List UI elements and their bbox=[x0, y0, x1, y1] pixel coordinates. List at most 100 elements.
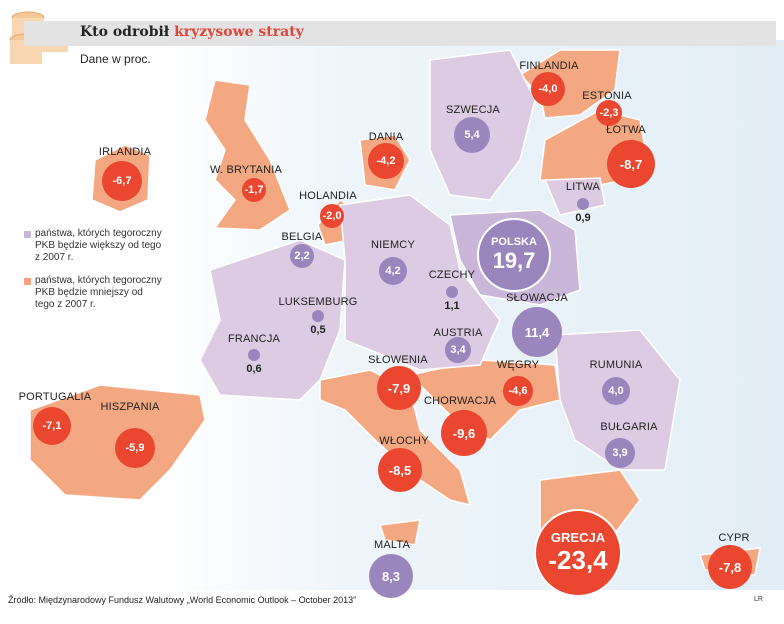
country-value: 0,9 bbox=[575, 212, 591, 224]
country-value: -9,6 bbox=[452, 425, 476, 441]
marker-portugalia: -7,1 bbox=[33, 407, 71, 445]
country-value: 0,6 bbox=[246, 363, 262, 375]
country-value: -7,8 bbox=[718, 559, 742, 575]
country-label: CHORWACJA bbox=[423, 395, 497, 407]
country-value: -8,5 bbox=[388, 462, 412, 478]
marker-finlandia: -4,0 bbox=[531, 72, 565, 106]
marker-malta: 8,3 bbox=[369, 554, 413, 598]
country-value: -4,0 bbox=[538, 83, 558, 95]
country-value: -2,0 bbox=[322, 210, 342, 222]
legend-text-loss: państwa, których tegoroczny PKB będzie m… bbox=[35, 275, 162, 310]
marker-niemcy: 4,2 bbox=[379, 257, 407, 285]
country-label: SŁOWACJA bbox=[506, 292, 568, 304]
country-label: HISZPANIA bbox=[100, 401, 160, 413]
country-label: AUSTRIA bbox=[433, 327, 483, 339]
land-uk bbox=[204, 79, 291, 231]
country-label: SŁOWENIA bbox=[368, 354, 428, 366]
country-label: IRLANDIA bbox=[98, 146, 152, 158]
country-value: 8,3 bbox=[381, 568, 401, 584]
country-label: BELGIA bbox=[281, 231, 323, 243]
header-bar bbox=[24, 21, 776, 46]
country-label: MALTA bbox=[373, 539, 411, 551]
marker-szwecja: 5,4 bbox=[454, 117, 490, 153]
marker-austria: 3,4 bbox=[445, 337, 471, 363]
marker-bułgaria: 3,9 bbox=[605, 438, 635, 468]
marker-holandia: -2,0 bbox=[320, 204, 344, 228]
title-plain: Kto odrobił bbox=[80, 24, 170, 40]
marker-chorwacja: -9,6 bbox=[441, 410, 487, 456]
country-value: -4,6 bbox=[508, 385, 528, 397]
marker-luksemburg bbox=[312, 310, 324, 322]
source-note: Źródło: Międzynarodowy Fundusz Walutowy … bbox=[8, 595, 357, 605]
country-value: 4,2 bbox=[385, 265, 401, 277]
country-label: FRANCJA bbox=[227, 333, 281, 345]
author-initials: LR bbox=[754, 596, 763, 603]
marker-cypr: -7,8 bbox=[708, 545, 752, 589]
country-value: -7,1 bbox=[42, 420, 62, 432]
country-value: 3,4 bbox=[450, 344, 466, 356]
marker-słowenia: -7,9 bbox=[377, 366, 421, 410]
country-label: NIEMCY bbox=[371, 239, 415, 251]
country-label: W. BRYTANIA bbox=[209, 164, 283, 176]
marker-grecja: GRECJA -23,4 bbox=[534, 509, 622, 597]
country-name: GRECJA bbox=[550, 530, 606, 545]
country-value: 3,9 bbox=[612, 447, 628, 459]
marker-w-brytania: -1,7 bbox=[242, 178, 266, 202]
country-label: PORTUGALIA bbox=[18, 391, 92, 403]
country-value: 0,5 bbox=[310, 324, 326, 336]
country-label: ŁOTWA bbox=[606, 124, 646, 136]
country-value: -5,9 bbox=[125, 442, 145, 454]
country-value: -8,7 bbox=[619, 156, 643, 172]
marker-włochy: -8,5 bbox=[378, 448, 422, 492]
legend-loss: państwa, których tegoroczny PKB będzie m… bbox=[24, 275, 164, 311]
country-label: FINLANDIA bbox=[519, 60, 579, 72]
legend-swatch-loss bbox=[24, 278, 31, 285]
marker-łotwa: -8,7 bbox=[607, 140, 655, 188]
country-label: BUŁGARIA bbox=[600, 421, 658, 433]
marker-rumunia: 4,0 bbox=[602, 377, 630, 405]
country-value: 4,0 bbox=[608, 385, 624, 397]
country-value: 11,4 bbox=[524, 324, 550, 340]
subtitle: Dane w proc. bbox=[80, 52, 151, 66]
legend-text-gain: państwa, których tegoroczny PKB będzie w… bbox=[35, 228, 162, 263]
marker-słowacja: 11,4 bbox=[512, 307, 562, 357]
country-value: -1,7 bbox=[244, 184, 264, 196]
country-value: 5,4 bbox=[464, 129, 480, 141]
marker-dania: -4,2 bbox=[368, 143, 404, 179]
marker-hiszpania: -5,9 bbox=[115, 428, 155, 468]
country-label: CZECHY bbox=[428, 269, 476, 281]
country-label: ESTONIA bbox=[582, 90, 632, 102]
marker-litwa bbox=[577, 198, 589, 210]
marker-belgia: 2,2 bbox=[290, 244, 314, 268]
country-label: LUKSEMBURG bbox=[278, 296, 358, 308]
country-name: POLSKA bbox=[491, 236, 537, 248]
country-value: -23,4 bbox=[548, 545, 608, 575]
country-label: CYPR bbox=[718, 532, 750, 544]
country-label: WĘGRY bbox=[496, 359, 540, 371]
page-title: Kto odrobił kryzysowe straty bbox=[80, 24, 304, 40]
title-highlight: kryzysowe straty bbox=[174, 24, 304, 40]
marker-czechy bbox=[446, 286, 458, 298]
country-label: WŁOCHY bbox=[379, 435, 429, 447]
marker-węgry: -4,6 bbox=[503, 376, 533, 406]
legend-swatch-gain bbox=[24, 231, 31, 238]
marker-polska: POLSKA 19,7 bbox=[477, 218, 551, 292]
marker-estonia: -2,3 bbox=[596, 100, 622, 126]
country-value: -7,9 bbox=[387, 380, 411, 396]
legend-gain: państwa, których tegoroczny PKB będzie w… bbox=[24, 228, 164, 264]
country-label: DANIA bbox=[368, 131, 404, 143]
country-label: SZWECJA bbox=[446, 104, 500, 116]
country-label: RUMUNIA bbox=[589, 359, 643, 371]
land-lithuania bbox=[543, 177, 606, 216]
land-central bbox=[339, 194, 501, 371]
country-value: -4,2 bbox=[376, 155, 396, 167]
country-value: -6,7 bbox=[112, 175, 132, 187]
land-france bbox=[199, 239, 346, 401]
country-label: HOLANDIA bbox=[299, 190, 357, 202]
country-value: 2,2 bbox=[294, 250, 310, 262]
country-value: -2,3 bbox=[599, 107, 619, 119]
country-value: 19,7 bbox=[492, 248, 536, 273]
country-value: 1,1 bbox=[444, 300, 460, 312]
